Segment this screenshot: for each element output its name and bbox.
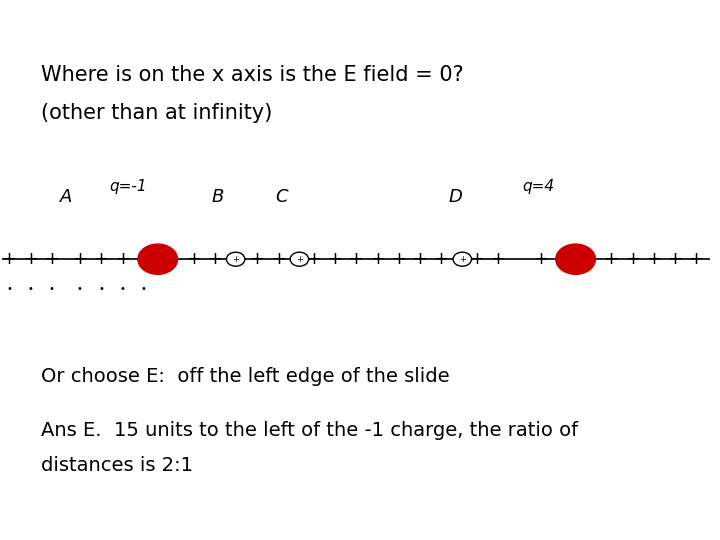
Text: +: + [370, 250, 384, 268]
Text: +: + [533, 250, 548, 268]
Text: +: + [688, 250, 703, 268]
Text: •: • [140, 284, 146, 294]
Circle shape [138, 244, 178, 274]
Text: +: + [582, 250, 598, 268]
Text: +: + [348, 250, 364, 268]
Text: +: + [667, 250, 683, 268]
Text: +: + [646, 250, 661, 268]
Text: Where is on the x axis is the E field = 0?: Where is on the x axis is the E field = … [41, 65, 464, 85]
Text: +: + [207, 250, 222, 268]
Text: •: • [120, 284, 125, 294]
Text: B: B [212, 188, 224, 206]
Text: +: + [306, 250, 321, 268]
Text: +: + [94, 250, 109, 268]
Circle shape [227, 252, 245, 266]
Text: •: • [48, 284, 55, 294]
Text: +: + [459, 255, 466, 264]
Text: +: + [413, 250, 427, 268]
Text: +: + [271, 250, 286, 268]
Text: +: + [136, 250, 151, 268]
Text: +: + [391, 250, 406, 268]
Text: +: + [328, 250, 342, 268]
Text: •: • [6, 284, 12, 294]
Text: +: + [186, 250, 201, 268]
Text: +: + [72, 250, 87, 268]
Text: +: + [433, 250, 449, 268]
Text: •: • [77, 284, 83, 294]
Text: q=-1: q=-1 [109, 179, 147, 194]
Text: +: + [469, 250, 484, 268]
Text: +: + [554, 250, 569, 268]
Text: +: + [44, 250, 59, 268]
Text: distances is 2:1: distances is 2:1 [41, 456, 193, 475]
Text: +: + [490, 250, 505, 268]
Text: D: D [449, 188, 462, 206]
Text: +: + [296, 255, 303, 264]
Text: q=4: q=4 [523, 179, 555, 194]
Text: (other than at infinity): (other than at infinity) [41, 103, 272, 123]
Text: •: • [27, 284, 33, 294]
Text: A: A [60, 188, 72, 206]
Text: +: + [1, 250, 17, 268]
Circle shape [290, 252, 309, 266]
Text: Ans E.  15 units to the left of the -1 charge, the ratio of: Ans E. 15 units to the left of the -1 ch… [41, 421, 578, 440]
Text: +: + [625, 250, 640, 268]
Text: +: + [114, 250, 130, 268]
Text: C: C [275, 188, 288, 206]
Text: +: + [249, 250, 264, 268]
Text: Or choose E:  off the left edge of the slide: Or choose E: off the left edge of the sl… [41, 367, 449, 386]
Text: +: + [23, 250, 37, 268]
Circle shape [556, 244, 595, 274]
Text: •: • [98, 284, 104, 294]
Text: +: + [233, 255, 239, 264]
Text: +: + [603, 250, 618, 268]
Circle shape [453, 252, 472, 266]
